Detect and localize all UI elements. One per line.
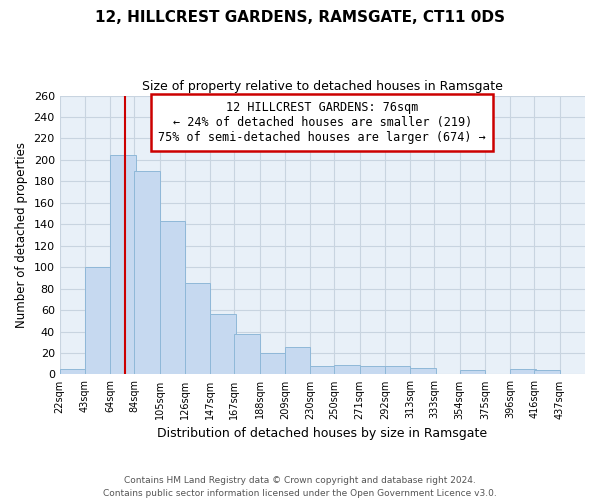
Bar (210, 314, 236, 374)
Bar (85, 267, 110, 374)
Bar (185, 284, 210, 374)
Title: Size of property relative to detached houses in Ramsgate: Size of property relative to detached ho… (142, 80, 503, 93)
X-axis label: Distribution of detached houses by size in Ramsgate: Distribution of detached houses by size … (157, 427, 487, 440)
Bar (110, 154, 136, 374)
Bar (510, 369, 536, 374)
Bar (460, 370, 485, 374)
Text: 12, HILLCREST GARDENS, RAMSGATE, CT11 0DS: 12, HILLCREST GARDENS, RAMSGATE, CT11 0D… (95, 10, 505, 25)
Bar (285, 346, 310, 374)
Bar (134, 170, 160, 374)
Text: Contains HM Land Registry data © Crown copyright and database right 2024.
Contai: Contains HM Land Registry data © Crown c… (103, 476, 497, 498)
Y-axis label: Number of detached properties: Number of detached properties (15, 142, 28, 328)
Bar (535, 370, 560, 374)
Bar (59, 369, 85, 374)
Bar (235, 334, 260, 374)
Bar (260, 353, 285, 374)
Bar (410, 368, 436, 374)
Bar (160, 221, 185, 374)
Bar (385, 366, 410, 374)
Bar (359, 366, 385, 374)
Text: 12 HILLCREST GARDENS: 76sqm
← 24% of detached houses are smaller (219)
75% of se: 12 HILLCREST GARDENS: 76sqm ← 24% of det… (158, 101, 486, 144)
Bar (334, 365, 359, 374)
Bar (310, 366, 335, 374)
